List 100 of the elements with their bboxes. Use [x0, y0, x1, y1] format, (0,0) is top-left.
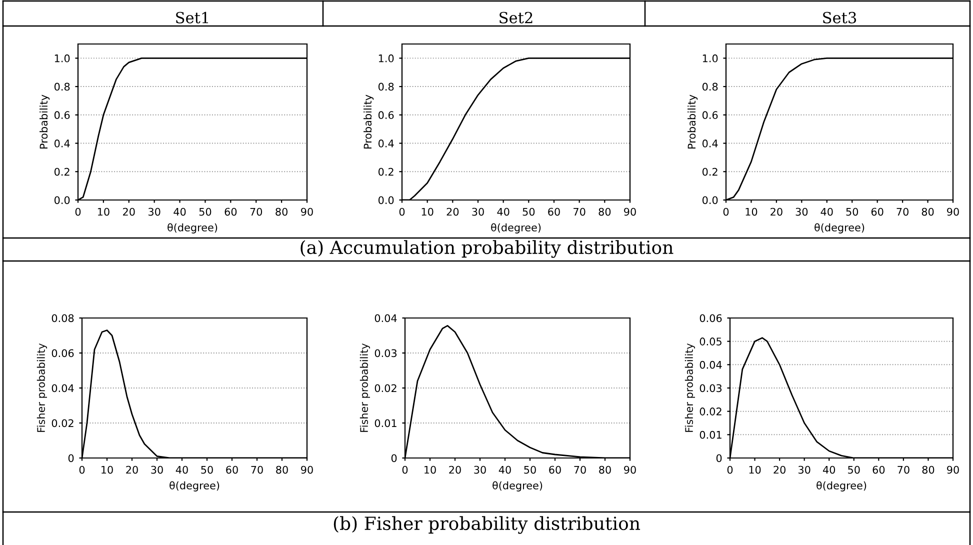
y-tick-label: 0.8 [702, 82, 718, 91]
x-tick-label: 80 [599, 466, 611, 474]
x-tick-label: 90 [301, 466, 313, 474]
y-tick-label: 0.01 [374, 419, 396, 428]
x-tick-label: 0 [399, 208, 405, 216]
y-tick-label: 1.0 [54, 54, 70, 62]
x-tick-label: 20 [770, 208, 782, 216]
y-axis-title: Probability [40, 94, 50, 149]
x-tick-label: 70 [250, 208, 262, 216]
x-tick-label: 20 [449, 466, 461, 474]
chart-title: Set2 [500, 12, 532, 24]
x-tick-label: 0 [402, 466, 408, 474]
x-tick-label: 90 [947, 466, 959, 474]
y-tick-label: 0.0 [702, 196, 718, 204]
x-axis-title: θ(degree) [170, 481, 220, 492]
y-tick-label: 0.04 [374, 314, 397, 322]
x-tick-label: 80 [598, 208, 611, 216]
y-tick-label: 1.0 [378, 54, 394, 62]
y-tick-label: 0.04 [700, 360, 722, 369]
x-tick-label: 50 [201, 466, 213, 474]
y-tick-label: 0.05 [700, 338, 722, 346]
x-tick-label: 40 [497, 208, 510, 216]
chart-title: Set3 [823, 12, 856, 24]
chart-title: Set1 [176, 12, 208, 24]
x-tick-label: 80 [922, 466, 934, 474]
x-tick-label: 90 [947, 208, 959, 216]
y-tick-label: 0.03 [700, 384, 722, 392]
y-tick-label: 0.0 [378, 196, 394, 204]
x-tick-label: 50 [522, 208, 535, 216]
x-tick-label: 60 [549, 466, 561, 474]
y-tick-label: 0.4 [54, 140, 70, 148]
x-tick-label: 60 [871, 208, 884, 216]
y-tick-label: 0.6 [378, 111, 394, 120]
y-tick-label: 0.02 [52, 419, 74, 428]
x-axis-title: θ(degree) [168, 223, 218, 234]
x-tick-label: 10 [102, 466, 113, 474]
y-tick-label: 0.4 [378, 140, 394, 148]
x-tick-label: 30 [472, 208, 484, 216]
y-tick-label: 0 [391, 454, 397, 462]
x-tick-label: 0 [75, 208, 81, 216]
y-tick-label: 0.02 [700, 408, 722, 416]
x-tick-label: 10 [424, 466, 436, 474]
y-tick-label: 0.2 [702, 168, 718, 176]
x-tick-label: 0 [723, 208, 729, 216]
x-tick-label: 40 [174, 208, 186, 216]
x-tick-label: 0 [79, 466, 85, 474]
x-tick-label: 90 [624, 466, 636, 474]
x-tick-label: 80 [922, 208, 934, 216]
x-tick-label: 20 [446, 208, 459, 216]
x-tick-label: 70 [574, 466, 586, 474]
x-tick-label: 40 [820, 208, 833, 216]
x-tick-label: 60 [226, 466, 238, 474]
y-axis-title: Fisher probability [36, 343, 47, 432]
y-tick-label: 0.01 [700, 430, 722, 439]
y-tick-label: 0.08 [52, 314, 74, 322]
y-tick-label: 0.8 [378, 82, 394, 91]
y-tick-label: 0.06 [52, 349, 74, 358]
y-tick-label: 0.4 [702, 140, 718, 148]
y-tick-label: 0.0 [54, 196, 70, 204]
x-tick-label: 70 [898, 466, 910, 474]
x-axis-title: θ(degree) [492, 481, 542, 492]
y-tick-label: 0 [716, 454, 722, 462]
x-tick-label: 50 [848, 466, 860, 474]
x-tick-label: 90 [624, 208, 636, 216]
y-axis-title: Probability [364, 94, 374, 149]
x-tick-label: 40 [498, 466, 511, 474]
x-axis-title: θ(degree) [491, 223, 541, 234]
x-tick-label: 10 [746, 208, 758, 216]
x-tick-label: 70 [574, 208, 586, 216]
y-axis-title: Probability [688, 94, 698, 149]
x-tick-label: 10 [98, 208, 110, 216]
y-tick-label: 0 [68, 454, 74, 462]
y-tick-label: 1.0 [702, 54, 718, 62]
y-tick-label: 0.03 [374, 349, 397, 358]
x-tick-label: 30 [796, 208, 808, 216]
y-axis-title: Fisher probability [360, 343, 370, 432]
y-axis-title: Fisher probability [684, 343, 695, 432]
y-tick-label: 0.04 [52, 384, 74, 392]
x-tick-label: 80 [276, 466, 288, 474]
x-tick-label: 60 [872, 466, 885, 474]
y-tick-label: 0.02 [374, 384, 396, 392]
x-tick-label: 10 [422, 208, 434, 216]
text: (b) Fisher probability distribution [334, 516, 640, 534]
x-tick-label: 30 [151, 466, 163, 474]
x-tick-label: 30 [798, 466, 810, 474]
x-tick-label: 50 [199, 208, 212, 216]
x-axis-title: θ(degree) [816, 481, 866, 492]
x-tick-label: 60 [548, 208, 560, 216]
x-tick-label: 70 [251, 466, 263, 474]
x-tick-label: 10 [749, 466, 761, 474]
y-tick-label: 0.6 [702, 111, 718, 120]
x-tick-label: 30 [474, 466, 486, 474]
x-tick-label: 20 [123, 208, 135, 216]
x-axis-title: θ(degree) [814, 223, 864, 234]
y-tick-label: 0.06 [700, 314, 722, 322]
x-tick-label: 50 [524, 466, 536, 474]
x-tick-label: 70 [896, 208, 908, 216]
x-tick-label: 30 [148, 208, 160, 216]
x-tick-label: 0 [727, 466, 733, 474]
x-tick-label: 20 [774, 466, 786, 474]
